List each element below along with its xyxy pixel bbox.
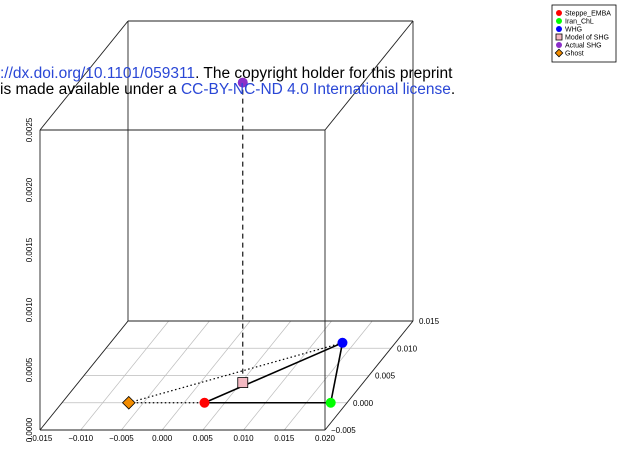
z-tick-label: 0.0000 xyxy=(25,417,34,442)
box-edge xyxy=(39,320,129,431)
legend-label: Model of SHG xyxy=(565,35,609,42)
y-tick-label: 0.010 xyxy=(397,344,418,353)
legend-marker-ghost xyxy=(554,48,564,58)
plot-box xyxy=(39,20,414,431)
doi-link[interactable]: ://dx.doi.org/10.1101/059311 xyxy=(0,65,196,82)
z-axis-ticks: 0.0000 0.0005 0.0010 0.0015 0.0020 0.0025 xyxy=(25,117,34,442)
z-tick-label: 0.0005 xyxy=(25,357,34,382)
legend-label: Iran_ChL xyxy=(565,19,594,26)
y-tick-label: 0.015 xyxy=(419,317,440,326)
x-tick-label: 0.015 xyxy=(274,434,295,443)
point-model-of-shg xyxy=(237,377,249,388)
box-edge xyxy=(39,20,129,131)
legend-label: Steppe_EMBA xyxy=(565,11,611,18)
connector-lines xyxy=(128,82,344,404)
legend-marker-steppe-emba xyxy=(556,10,562,16)
watermark-line-1: ://dx.doi.org/10.1101/059311. The copyri… xyxy=(0,66,452,82)
y-tick-label: 0.005 xyxy=(375,372,396,381)
ghost-dotted-line xyxy=(128,342,343,404)
legend-marker-iran-chl xyxy=(556,18,562,24)
legend-label: WHG xyxy=(565,27,582,34)
box-edge xyxy=(324,20,414,131)
copyright-text: . The copyright holder for this preprint xyxy=(195,65,453,82)
legend-marker-actual-shg xyxy=(556,42,562,48)
x-tick-label: −0.005 xyxy=(109,434,134,443)
data-points xyxy=(121,77,348,410)
x-tick-label: 0.005 xyxy=(193,434,214,443)
y-tick-label: 0.000 xyxy=(353,399,374,408)
point-ghost xyxy=(121,395,136,410)
y-tick-label: −0.005 xyxy=(331,426,356,435)
point-iran-chl xyxy=(325,397,336,408)
legend-label: Ghost xyxy=(565,51,584,58)
license-text: is made available under a xyxy=(0,81,181,98)
x-tick-label: 0.020 xyxy=(315,434,336,443)
point-steppe-emba xyxy=(199,397,210,408)
x-tick-label: 0.000 xyxy=(152,434,173,443)
x-axis-ticks: −0.015 −0.010 −0.005 0.000 0.005 0.010 0.015 0.… xyxy=(28,434,336,443)
y-axis-ticks: −0.005 0.000 0.005 0.010 0.015 xyxy=(331,317,440,435)
z-tick-label: 0.0025 xyxy=(25,117,34,142)
x-tick-label: 0.010 xyxy=(234,434,255,443)
z-tick-label: 0.0015 xyxy=(25,237,34,262)
watermark-line-2: is made available under a CC-BY-NC-ND 4.… xyxy=(0,82,455,98)
legend-marker-whg xyxy=(556,26,562,32)
license-link[interactable]: CC-BY-NC-ND 4.0 International license xyxy=(180,81,451,98)
box-edge xyxy=(324,320,414,431)
triangle-edge xyxy=(329,342,344,403)
z-tick-label: 0.0010 xyxy=(25,297,34,322)
legend-marker-model-of-shg xyxy=(555,33,563,41)
z-tick-label: 0.0020 xyxy=(25,177,34,202)
x-tick-label: −0.010 xyxy=(68,434,93,443)
point-actual-shg xyxy=(237,77,248,88)
license-end: . xyxy=(450,81,456,98)
triangle-edge xyxy=(204,342,343,404)
x-tick-label: −0.015 xyxy=(28,434,53,443)
point-whg xyxy=(337,337,348,348)
legend-label: Actual SHG xyxy=(565,43,602,50)
